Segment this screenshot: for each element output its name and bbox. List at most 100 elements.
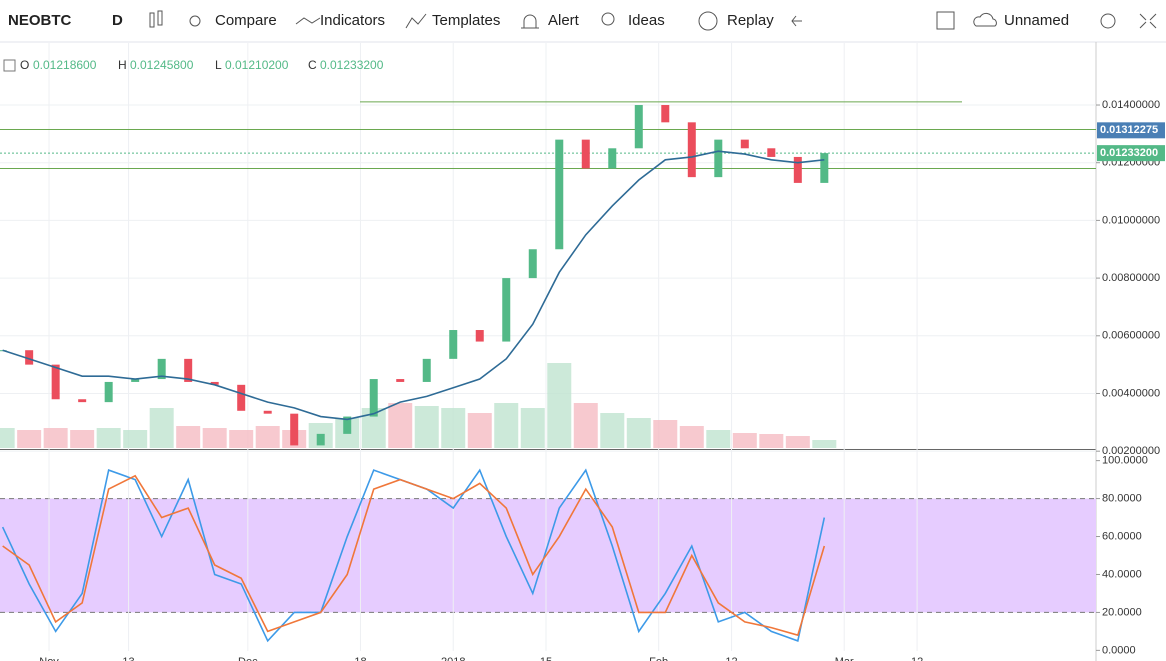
legend-toggle[interactable] (3, 59, 16, 72)
candle-body (767, 148, 776, 157)
x-tick-label: 2018 (441, 656, 465, 661)
x-tick-label: Nov (39, 656, 59, 661)
stoch-band (0, 498, 1096, 613)
ohlc-label: H (118, 58, 127, 72)
price-tick-label: 0.01000000 (1102, 214, 1160, 226)
volume-bar (812, 440, 837, 448)
x-tick-label: 15 (540, 656, 552, 661)
ohlc-label: C (308, 58, 317, 72)
ohlc-label: O (20, 58, 29, 72)
volume-bar (573, 403, 598, 448)
x-tick-label: 12 (911, 656, 923, 661)
candle-body (740, 139, 749, 149)
volume-bar (17, 430, 42, 448)
compare-button[interactable]: Compare (215, 12, 277, 29)
volume-bar (732, 433, 757, 448)
candle-body (51, 364, 60, 400)
volume-bar (679, 426, 704, 448)
candle-body (78, 399, 87, 403)
volume-bar (467, 413, 492, 448)
x-tick-label: 12 (725, 656, 737, 661)
ohlc-value: 0.01245800 (130, 58, 194, 72)
price-badge-label: 0.01233200 (1100, 147, 1158, 159)
x-tick-label: 13 (122, 656, 134, 661)
candle-body (184, 358, 193, 382)
volume-bar (547, 363, 572, 448)
volume-bar (70, 430, 95, 448)
candle-body (210, 381, 219, 385)
stoch-line (2, 474, 826, 637)
stoch-tick-label: 40.0000 (1102, 568, 1142, 580)
ohlc-label: L (215, 58, 222, 72)
price-tick-label: 0.01400000 (1102, 99, 1160, 111)
ohlc-value: 0.01233200 (320, 58, 384, 72)
toolbar (0, 0, 1166, 42)
candle-body (369, 379, 378, 417)
volume-bar (43, 428, 68, 448)
candle-body (528, 249, 537, 279)
volume-bar (759, 434, 784, 448)
indicators-button[interactable]: Indicators (320, 12, 385, 29)
price-tick-label: 0.00800000 (1102, 272, 1160, 284)
pane-divider (0, 449, 1096, 450)
ohlc-value: 0.01210200 (225, 58, 289, 72)
volume-bar (785, 436, 810, 448)
stoch-tick-label: 80.0000 (1102, 492, 1142, 504)
volume-bar (255, 426, 280, 448)
candle-body (555, 139, 564, 250)
volume-bar (494, 403, 519, 448)
candle-body (25, 350, 34, 365)
candle-body (793, 156, 802, 183)
price-badge (1097, 145, 1165, 162)
candle-body (343, 416, 352, 434)
candle-body (449, 330, 458, 359)
candle-body (316, 433, 325, 446)
volume-bar (0, 428, 15, 448)
volume-bar (149, 408, 174, 448)
layout-name[interactable]: Unnamed (1004, 12, 1069, 29)
x-tick-label: Feb (649, 656, 668, 661)
volume-bar (626, 418, 651, 448)
candle-body (687, 122, 696, 178)
candle-body (396, 379, 405, 382)
price-tick-label: 0.00200000 (1102, 445, 1160, 457)
chart-area: 0.014000000.012000000.010000000.00800000… (0, 43, 1165, 661)
price-tick-label: 0.00600000 (1102, 330, 1160, 342)
ohlc-value: 0.01218600 (33, 58, 97, 72)
stoch-tick-label: 0.0000 (1102, 644, 1136, 656)
volume-bar (706, 430, 731, 448)
candle-body (475, 330, 484, 342)
stoch-tick-label: 20.0000 (1102, 606, 1142, 618)
symbol[interactable]: NEOBTC (8, 12, 72, 29)
x-tick-label: 18 (354, 656, 366, 661)
alert-button[interactable]: Alert (548, 12, 580, 29)
price-tick-label: 0.00400000 (1102, 387, 1160, 399)
volume-bar (441, 408, 466, 448)
candle-body (714, 139, 723, 178)
ideas-button[interactable]: Ideas (628, 12, 665, 29)
candle-body (502, 278, 511, 342)
volume-bar (96, 428, 121, 448)
replay-button[interactable]: Replay (727, 12, 774, 29)
candle-body (820, 153, 829, 183)
price-badge (1097, 122, 1165, 139)
volume-bar (414, 406, 439, 448)
candle-body (422, 358, 431, 382)
volume-bar (123, 430, 148, 448)
templates-button[interactable]: Templates (432, 12, 500, 29)
toolbar-icons (149, 10, 1157, 31)
candle-body (237, 384, 246, 411)
volume-bar (202, 428, 227, 448)
interval[interactable]: D (112, 12, 123, 29)
moving-average (2, 150, 825, 421)
candle-body (290, 413, 299, 446)
volume-bar (229, 430, 254, 448)
candle-body (661, 105, 670, 123)
candle-body (263, 410, 272, 414)
volume-bar (520, 408, 545, 448)
stoch-tick-label: 100.0000 (1102, 455, 1148, 467)
candle-body (581, 139, 590, 169)
x-tick-label: Dec (238, 656, 258, 661)
